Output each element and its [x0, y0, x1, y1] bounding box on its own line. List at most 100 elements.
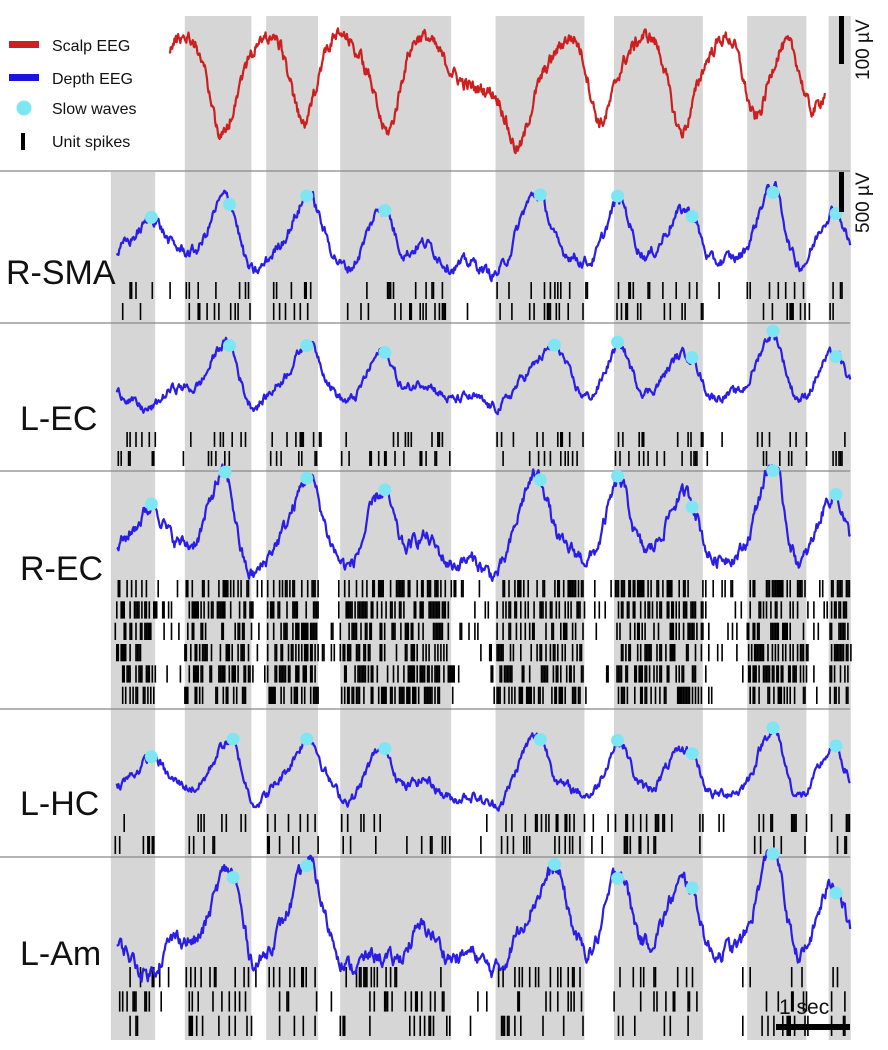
unit-spike [671, 644, 673, 662]
unit-spike [227, 580, 229, 598]
unit-spike [293, 686, 296, 704]
unit-spike [706, 451, 709, 466]
unit-spike [514, 686, 516, 704]
unit-spike [357, 644, 359, 662]
unit-spike [160, 991, 162, 1012]
unit-spike [648, 644, 651, 662]
unit-spike [568, 836, 571, 854]
unit-spike [722, 814, 725, 832]
unit-spike [117, 580, 120, 598]
unit-spike [718, 814, 720, 832]
unit-spike [663, 451, 666, 466]
unit-spike [508, 282, 510, 299]
unit-spike [317, 836, 319, 854]
unit-spike [821, 580, 824, 598]
unit-spike [580, 991, 583, 1012]
unit-spike [787, 451, 790, 466]
unit-spike [200, 601, 202, 619]
unit-spike [832, 282, 834, 299]
unit-spike [468, 622, 470, 640]
unit-spike [730, 580, 732, 598]
slow-wave-marker [218, 465, 232, 479]
unit-spike [345, 967, 347, 988]
unit-spike [121, 303, 124, 320]
unit-spike [641, 432, 643, 447]
unit-spike [620, 580, 623, 598]
unit-spike [440, 967, 442, 988]
unit-spike [696, 282, 698, 299]
unit-spike [845, 601, 848, 619]
unit-spike [625, 665, 627, 683]
unit-spike [126, 580, 128, 598]
unit-spike [804, 303, 806, 320]
unit-spike [628, 601, 630, 619]
unit-spike [283, 622, 285, 640]
unit-spike [527, 686, 529, 704]
unit-spike [379, 814, 381, 832]
unit-spike [428, 601, 430, 619]
unit-spike [684, 686, 686, 704]
unit-spike [647, 451, 649, 466]
unit-spike [314, 967, 316, 988]
unit-spike [573, 686, 575, 704]
unit-spike [213, 303, 216, 320]
unit-spike [227, 644, 229, 662]
unit-spike [383, 451, 386, 466]
unit-spike [626, 814, 629, 832]
unit-spike [266, 580, 269, 598]
unit-spike [280, 644, 282, 662]
unit-spike [508, 580, 510, 598]
unit-spike [314, 644, 316, 662]
unit-spike [776, 622, 778, 640]
unit-spike [348, 686, 350, 704]
unit-spike [127, 451, 130, 466]
unit-spike [274, 814, 276, 832]
unit-spike [354, 665, 356, 683]
unit-spike [207, 601, 210, 619]
unit-spike [832, 967, 834, 988]
unit-spike [188, 665, 191, 683]
unit-spike [453, 580, 455, 598]
unit-spike [400, 622, 402, 640]
unit-spike [838, 580, 840, 598]
unit-spike [579, 836, 581, 854]
unit-spike [762, 303, 765, 320]
unit-spike [560, 622, 562, 640]
unit-spike [301, 580, 303, 598]
unit-spike [428, 580, 430, 598]
unit-spike [449, 665, 451, 683]
unit-spike [295, 601, 297, 619]
unit-spike [203, 814, 205, 832]
unit-spike [753, 580, 756, 598]
unit-spike [315, 601, 318, 619]
unit-spike [626, 601, 629, 619]
unit-spike [198, 686, 201, 704]
unit-spike [648, 601, 651, 619]
unit-spike [734, 601, 737, 619]
unit-spike [502, 601, 504, 619]
unit-spike [237, 644, 239, 662]
unit-spike [154, 665, 157, 683]
unit-spike [154, 601, 157, 619]
unit-spike [142, 836, 145, 854]
unit-spike [616, 665, 618, 683]
unit-spike [204, 622, 207, 640]
unit-spike [839, 282, 842, 299]
unit-spike [306, 580, 309, 598]
unit-spike [623, 580, 626, 598]
unit-spike [773, 686, 775, 704]
unit-spike [379, 644, 381, 662]
unit-spike [153, 686, 155, 704]
unit-spike [669, 303, 672, 320]
unit-spike [311, 644, 313, 662]
unit-spike [441, 601, 444, 619]
unit-spike [290, 644, 293, 662]
unit-spike [639, 836, 642, 854]
unit-spike [292, 622, 294, 640]
unit-spike [302, 665, 305, 683]
unit-spike [557, 432, 559, 447]
unit-spike [638, 580, 640, 598]
unit-spike [836, 967, 839, 988]
unit-spike [431, 432, 433, 447]
unit-spike [428, 665, 430, 683]
